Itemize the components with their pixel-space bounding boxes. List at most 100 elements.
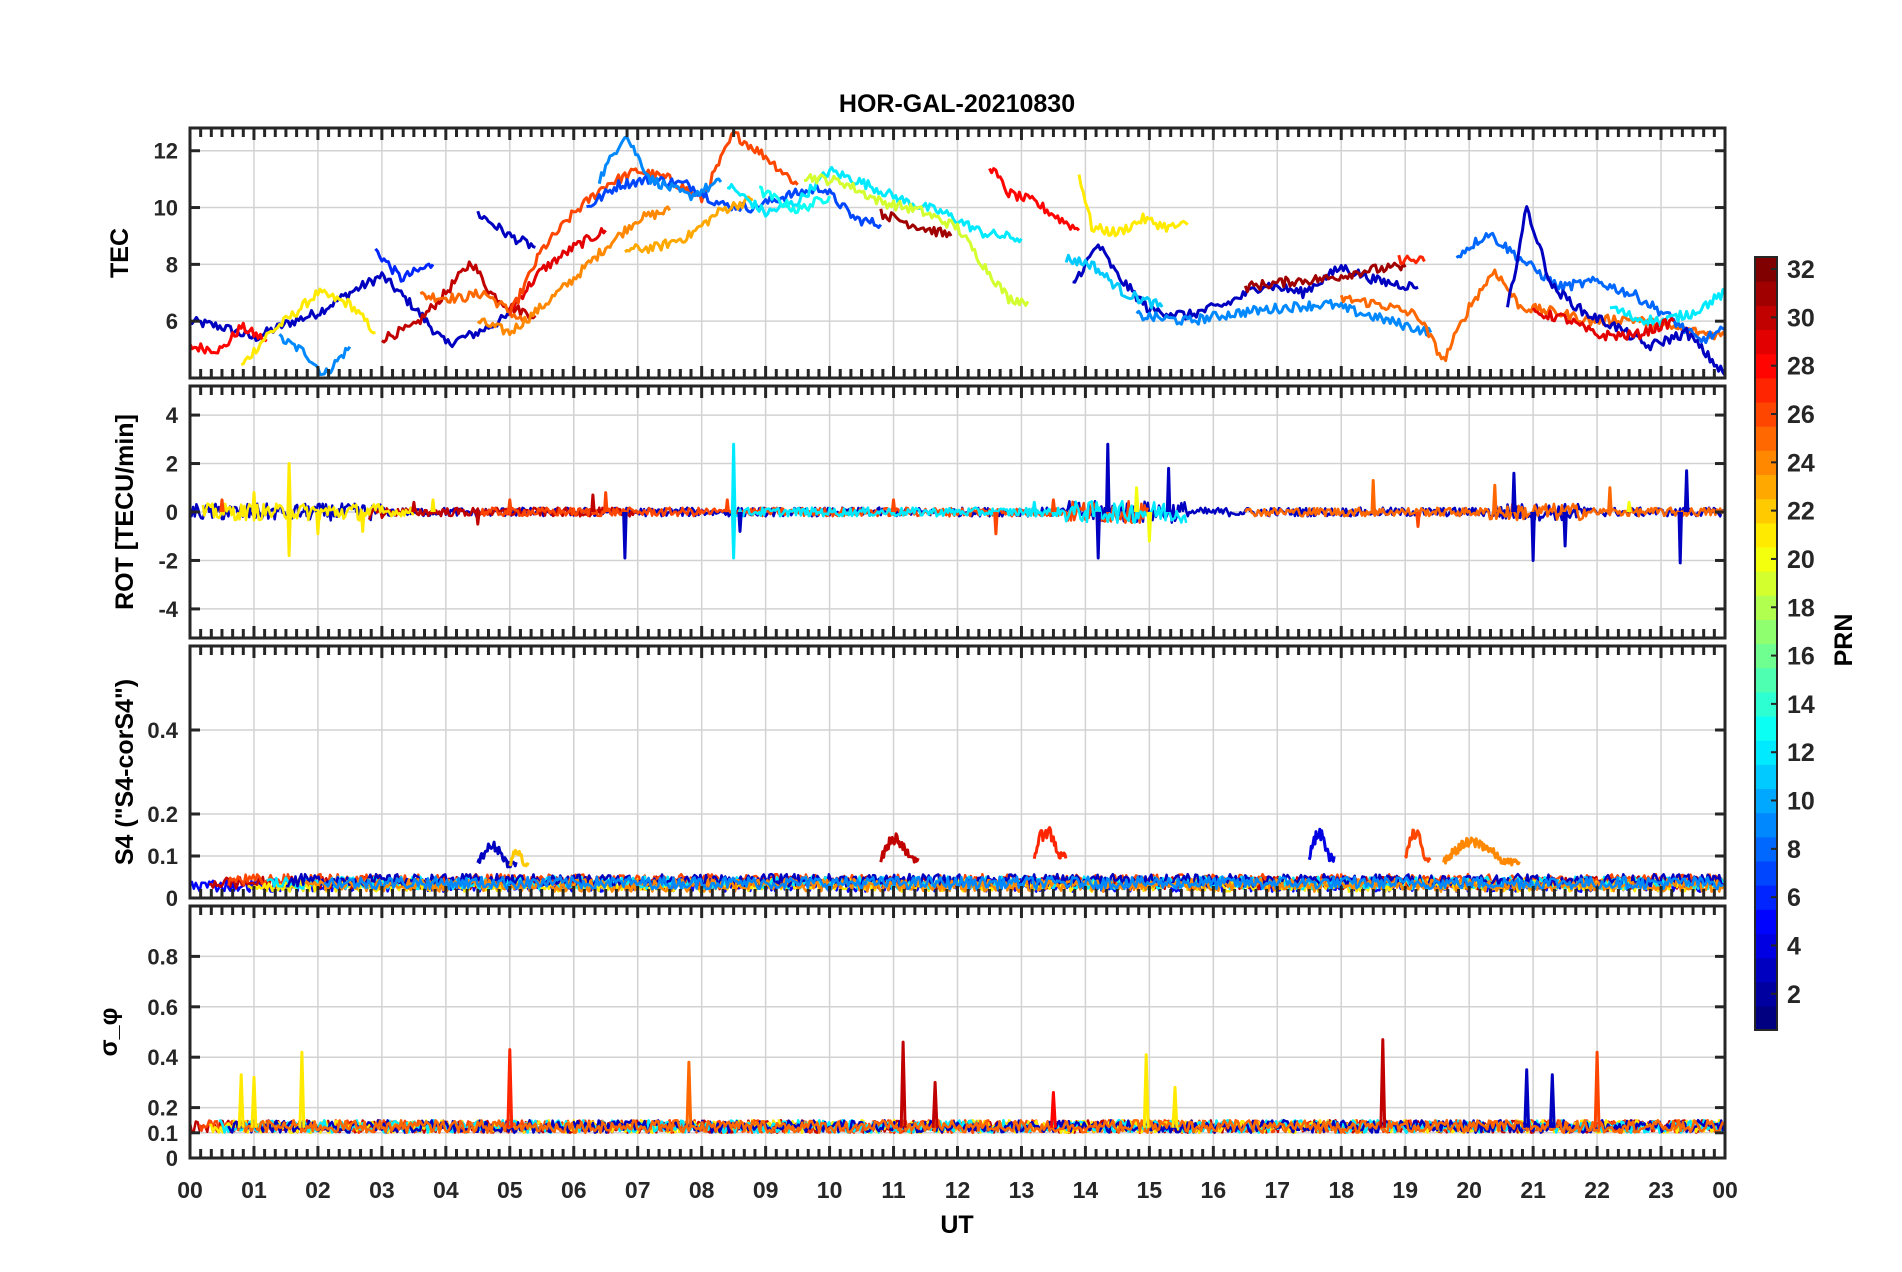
rot-burst-prn26 [219,498,225,513]
y-tick-label: -2 [158,548,178,573]
rot-burst-prn3 [1165,466,1172,513]
y-axis-label-sigma_phi: σ_φ [95,1008,123,1057]
colorbar-cell [1755,281,1777,306]
colorbar-cell [1755,498,1777,524]
rot-burst-prn26 [1415,511,1421,528]
colorbar-cell [1755,691,1777,717]
colorbar-tick-label: 32 [1787,256,1815,284]
y-tick-label: 0 [166,1146,178,1171]
colorbar-cell [1755,619,1777,645]
colorbar-cell [1755,353,1777,379]
x-tick-label: 05 [497,1177,523,1203]
sigma-spike-prn21 [1142,1053,1150,1128]
x-tick-label: 21 [1520,1177,1546,1203]
colorbar-cell [1755,812,1777,838]
colorbar-tick-label: 8 [1787,836,1801,864]
tec-series-prn24 [476,205,671,337]
tec-series-prn9 [278,333,352,376]
y-tick-label: 10 [154,196,178,221]
y-tick-label: 0 [166,500,178,525]
x-tick-label: 17 [1264,1177,1290,1203]
x-tick-label: 14 [1073,1177,1099,1203]
rot-burst-prn21 [430,498,436,513]
tec-series-prn6 [374,247,435,283]
ticks [188,128,1727,378]
colorbar-tick-label: 18 [1787,594,1815,622]
rot-burst-prn3 [1530,511,1536,562]
rot-burst-prn21 [286,511,292,558]
y-tick-label: 4 [166,403,179,428]
tec-series-prn29 [508,227,607,313]
tec-series-prn28 [988,167,1081,232]
colorbar-tick-label: 4 [1787,932,1801,960]
ticks [188,386,1727,638]
sigma-spike-prn21 [298,1050,306,1128]
y-tick-labels: 0 0.1 0.2 0.4 [147,718,178,911]
colorbar-cell [1755,933,1777,959]
colorbar-cell [1755,401,1777,427]
ticks [188,906,1727,1160]
tec-series-prn29 [1531,307,1675,342]
y-tick-label: 0.8 [147,944,178,969]
colorbar-cell [1755,860,1777,886]
sigma-spike-prn3 [1523,1068,1531,1128]
colorbar-tick-label: 30 [1787,304,1815,332]
rot-burst-prn3 [1677,511,1683,565]
sigma-spike-prn3 [1548,1073,1556,1128]
x-tick-labels: 00 01 02 03 04 05 06 07 08 09 10 11 12 13 14 15 16 17 18 19… [177,1177,1738,1203]
colorbar-tick-label: 28 [1787,353,1815,381]
rot-burst-prn3 [1105,442,1111,513]
colorbar-cell [1755,715,1777,741]
x-tick-label: 09 [753,1177,779,1203]
s4-event-prn3 [476,840,518,869]
x-tick-label: 19 [1392,1177,1418,1203]
rot-burst-prn21 [359,511,366,533]
rot-noise-prn25 [1244,502,1725,522]
x-tick-label: 08 [689,1177,715,1203]
rot-burst-prn26 [603,491,609,513]
panel-rot: -4 -2 0 2 4 ROT [TECU/min] [111,384,1727,640]
rot-burst-prn20 [1146,511,1153,543]
rot-burst-prn20 [1626,500,1632,513]
s4-event-prn26 [1403,828,1432,863]
colorbar-cell [1755,426,1777,451]
tec-series-prn12 [1609,288,1725,327]
x-tick-label: 07 [625,1177,651,1203]
tec-series-prn3 [476,210,536,250]
y-tick-label: 0.2 [147,802,178,827]
y-tick-label: 0.1 [147,1121,178,1146]
colorbar-tick-label: 22 [1787,498,1815,526]
x-tick-label: 00 [1712,1177,1738,1203]
tec-series-prn8 [1455,231,1725,345]
rot-burst-prn3 [1511,471,1517,513]
tec-series-prn11 [1064,253,1164,310]
y-tick-label: 0.4 [147,718,178,743]
colorbar-label: PRN [1830,614,1858,667]
colorbar-tick-label: 12 [1787,739,1815,767]
tec-series-prn13 [758,185,831,215]
s4-event-prn24 [1442,836,1521,867]
panel-s4: 0 0.1 0.2 0.4 S4 ("S4-corS4") [111,644,1727,911]
colorbar-frame [1754,256,1778,1031]
y-tick-label: 12 [154,139,178,164]
rot-burst-prn26 [890,498,897,513]
tec-series-prn12 [726,165,1023,244]
data-sigma_phi [190,1038,1725,1135]
tec-series-prn26 [508,130,799,317]
tec-series-prn3 [190,271,511,349]
x-tick-label: 22 [1584,1177,1610,1203]
rot-burst-prn12 [1031,500,1037,513]
colorbar-tick-label: 26 [1787,401,1815,429]
y-axis-label-tec: TEC [106,228,134,278]
y-tick-labels: -4 -2 0 2 4 [158,403,178,622]
colorbar-tick-label: 2 [1787,981,1801,1009]
x-tick-label: 18 [1328,1177,1354,1203]
sigma-spike-prn25 [685,1060,693,1128]
ticks [188,646,1727,900]
sigma-spike-prn28 [1050,1091,1057,1128]
rot-burst-prn3 [737,511,743,533]
y-tick-label: 0 [166,886,178,911]
y-tick-labels: 00.10.2 0.4 0.6 0.8 [147,944,178,1171]
